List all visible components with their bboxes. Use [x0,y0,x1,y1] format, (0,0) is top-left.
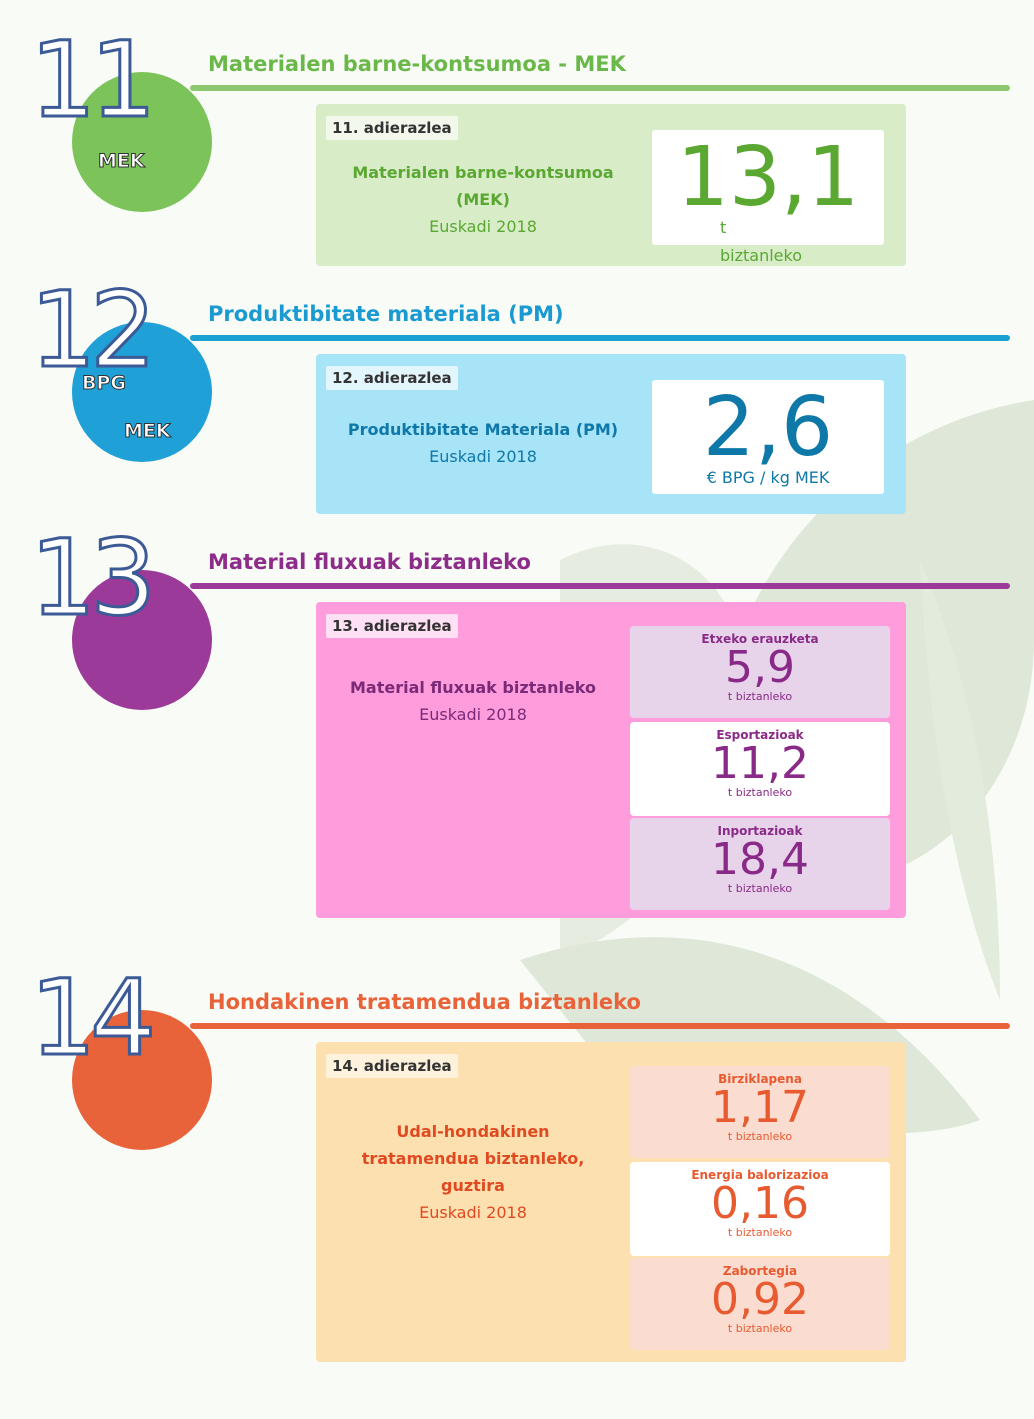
flow-item: Etxeko erauzketa 5,9 t biztanleko [630,626,890,718]
description-line: Produktibitate Materiala (PM) [347,420,619,439]
section-title: Hondakinen tratamendua biztanleko [208,990,641,1014]
icon-label: MEK [98,150,146,173]
indicator-panel: 11. adierazlea Materialen barne-kontsumoa… [316,104,906,266]
flow-item: Zabortegia 0,92 t biztanleko [630,1258,890,1350]
leaf [920,560,1000,1000]
section-title: Produktibitate materiala (PM) [208,302,564,326]
value: 13,1 [676,130,860,225]
description-line: guztira [441,1176,505,1195]
section-number: 14 [28,957,157,1079]
section-rule [190,1023,1010,1029]
indicator-description: Udal-hondakinen tratamendua biztanleko, gu… [316,1118,630,1226]
section-number: 13 [28,517,157,639]
section-number: 12 [28,269,157,391]
description-line: Udal-hondakinen [396,1122,550,1141]
section-rule [190,583,1010,589]
value: 2,6 [702,380,834,475]
unit: € BPG / kg MEK [706,468,830,487]
indicator-tag: 11. adierazlea [326,116,458,140]
description-line: tratamendua biztanleko, [361,1149,585,1168]
indicator-tag: 14. adierazlea [326,1054,458,1078]
section-title: Material fluxuak biztanleko [208,550,531,574]
icon-label: BPG [81,372,127,395]
flow-item: Birziklapena 1,17 t biztanleko [630,1066,890,1158]
icon-circle [72,322,212,462]
item-label: Birziklapena [718,1072,802,1086]
indicator-description: Material fluxuak biztanleko Euskadi 2018 [316,674,630,728]
item-label: Zabortegia [722,1264,798,1278]
flow-item: Esportazioak 11,2 t biztanleko [630,722,890,816]
item-value: 0,16 [711,1178,809,1229]
item-value: 0,92 [711,1274,809,1325]
description-line: Materialen barne-kontsumoa [352,163,614,182]
flow-item: Inportazioak 18,4 t biztanleko [630,818,890,910]
icon-circle [72,570,212,710]
item-value: 1,17 [711,1082,809,1133]
icon-circle [72,1010,212,1150]
item-label: Inportazioak [717,824,803,838]
region: Euskadi 2018 [419,1203,527,1222]
region: Euskadi 2018 [429,217,537,236]
item-unit: t biztanleko [727,1226,793,1239]
item-unit: t biztanleko [727,882,793,895]
item-value: 5,9 [725,642,795,693]
indicator-description: Materialen barne-kontsumoa (MEK) Euskadi 2… [316,159,650,240]
item-value: 11,2 [711,738,809,789]
indicator-panel: 14. adierazlea Udal-hondakinen tratamendua… [316,1042,906,1362]
indicator-description: Produktibitate Materiala (PM) Euskadi 201… [316,416,650,470]
value-box: 13,1 t biztanleko [652,130,884,265]
section-rule [190,85,1010,91]
description-line: Material fluxuak biztanleko [349,678,597,697]
indicator-panel: 12. adierazlea Produktibitate Materiala (… [316,354,906,514]
value-box: 2,6 € BPG / kg MEK [652,380,884,494]
region: Euskadi 2018 [419,705,527,724]
description-line: (MEK) [456,190,510,209]
item-label: Energia balorizazioa [691,1168,829,1182]
unit: biztanleko [720,246,802,265]
region: Euskadi 2018 [429,447,537,466]
item-unit: t biztanleko [727,786,793,799]
item-label: Esportazioak [716,728,804,742]
icon-circle [72,72,212,212]
flow-item: Energia balorizazioa 0,16 t biztanleko [630,1162,890,1256]
item-value: 18,4 [711,834,809,885]
item-unit: t biztanleko [727,1130,793,1143]
section-title: Materialen barne-kontsumoa - MEK [208,52,626,76]
unit: t [720,218,727,237]
item-label: Etxeko erauzketa [701,632,819,646]
indicator-tag: 12. adierazlea [326,366,458,390]
indicator-tag: 13. adierazlea [326,614,458,638]
icon-label: MEK [124,420,172,443]
indicator-panel: 13. adierazlea Material fluxuak biztanlek… [316,602,906,918]
section-number: 11 [28,19,157,141]
section-rule [190,335,1010,341]
item-unit: t biztanleko [727,690,793,703]
item-unit: t biztanleko [727,1322,793,1335]
